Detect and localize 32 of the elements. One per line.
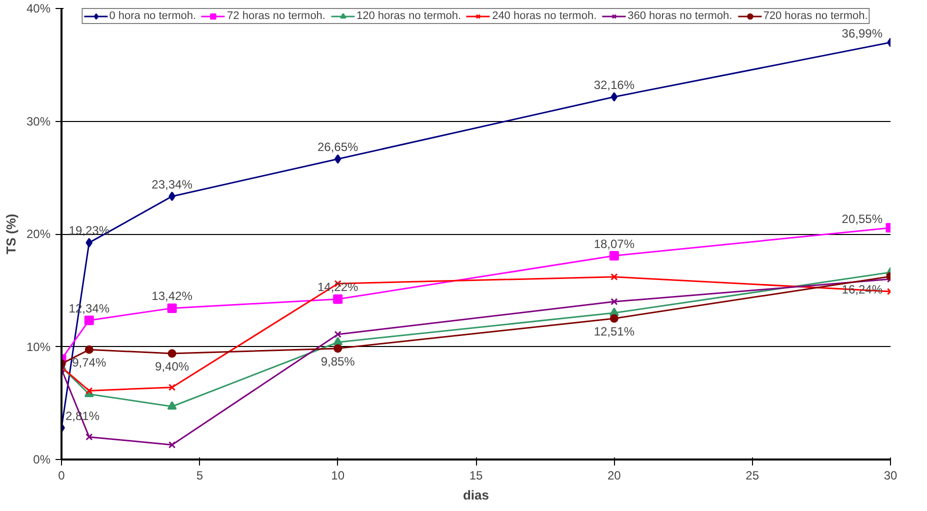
x-axis-title: dias (462, 488, 490, 502)
x-tick-label: 20 (607, 468, 622, 482)
y-tick-label: 0% (33, 452, 51, 466)
data-label: 9,85% (320, 354, 356, 368)
y-tick-label: 10% (26, 340, 51, 354)
data-label: 20,55% (842, 212, 883, 226)
x-tick-label: 0 (58, 468, 66, 482)
legend-label: 360 horas no termoh. (628, 10, 732, 22)
data-label: 12,51% (594, 324, 635, 338)
x-tick-label: 5 (196, 468, 204, 482)
data-label: 19,23% (68, 224, 110, 238)
x-tick-label: 30 (884, 468, 898, 482)
x-tick-label: 15 (469, 468, 483, 482)
legend-label: 720 horas no termoh. (763, 10, 868, 22)
legend-label: 120 horas no termoh. (356, 10, 462, 22)
legend-label: 240 horas no termoh. (492, 10, 597, 22)
data-label: 26,65% (317, 140, 359, 154)
legend-label: 72 horas no termoh. (227, 10, 326, 22)
y-tick-label: 30% (26, 114, 51, 128)
x-tick-label: 10 (331, 468, 345, 482)
data-label: 32,16% (594, 78, 635, 92)
y-tick-label: 20% (26, 227, 51, 241)
data-label: 13,42% (152, 289, 193, 304)
data-label: 9,74% (72, 356, 106, 370)
data-label: 18,07% (594, 236, 635, 251)
data-label: 23,34% (152, 177, 193, 192)
y-tick-label: 40% (26, 2, 51, 16)
legend-label: 0 hora no termoh. (109, 10, 196, 22)
y-axis-title: TS (%) (3, 214, 18, 254)
data-label: 9,40% (155, 360, 190, 374)
data-label: 36,99% (842, 26, 883, 40)
x-tick-label: 25 (746, 468, 760, 482)
